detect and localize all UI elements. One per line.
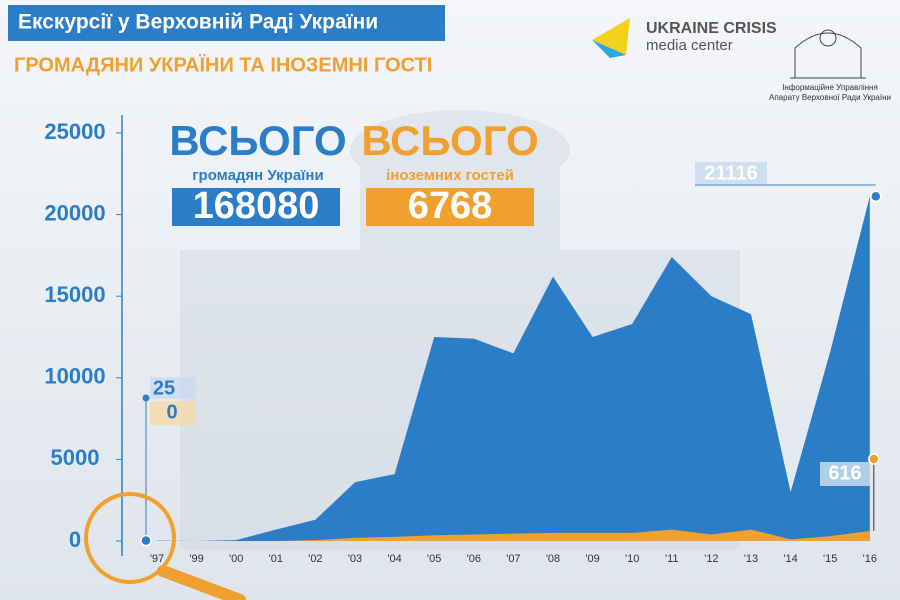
x-tick-label: '05 xyxy=(427,553,441,565)
x-tick-label: '00 xyxy=(229,553,243,565)
x-tick-label: '16 xyxy=(863,553,877,565)
x-tick-label: '03 xyxy=(348,553,362,565)
y-tick-label: 0 xyxy=(69,527,81,552)
label-box xyxy=(820,462,870,486)
ucmc-sub: media center xyxy=(646,37,733,54)
x-tick-label: '04 xyxy=(387,553,401,565)
title-box xyxy=(8,5,445,41)
callout-dot xyxy=(142,394,150,402)
total-value: 6768 xyxy=(408,185,493,227)
x-tick-label: '14 xyxy=(783,553,797,565)
chart-title: Екскурсії у Верховній Раді України xyxy=(18,11,378,34)
x-tick-label: '99 xyxy=(189,553,203,565)
x-tick-label: '10 xyxy=(625,553,639,565)
x-tick-label: '97 xyxy=(150,553,164,565)
area xyxy=(157,529,870,541)
value-label: 616 xyxy=(828,462,861,484)
total-label: ВСЬОГО xyxy=(361,117,538,164)
x-tick-label: '12 xyxy=(704,553,718,565)
ucmc-logo-blue xyxy=(592,40,626,58)
x-tick-label: '02 xyxy=(308,553,322,565)
y-tick-label: 5000 xyxy=(51,445,100,470)
label-box xyxy=(150,377,196,399)
x-tick-label: '15 xyxy=(823,553,837,565)
point xyxy=(140,534,152,547)
area xyxy=(157,196,870,541)
y-tick-label: 20000 xyxy=(44,200,105,225)
label-box xyxy=(695,162,767,184)
x-tick-label: '07 xyxy=(506,553,520,565)
x-tick-label: '06 xyxy=(467,553,481,565)
y-tick-label: 15000 xyxy=(44,282,105,307)
rada-line1: Інформаційне Управління xyxy=(782,83,878,92)
point xyxy=(870,190,882,203)
value-label: 21116 xyxy=(704,162,757,184)
y-tick-label: 25000 xyxy=(44,119,105,144)
total-sublabel: іноземних гостей xyxy=(386,167,514,184)
plot: 0 5000 10000 15000 20000 25000 '97 '99 '00 '01 '02… xyxy=(44,119,882,565)
x-tick-label: '11 xyxy=(665,553,679,565)
callout-dot xyxy=(868,453,880,465)
magnifier xyxy=(84,492,176,584)
rada-logo xyxy=(790,29,866,79)
value-label: 25 xyxy=(153,377,175,399)
ucmc-logo-yellow xyxy=(592,18,630,55)
x-tick-label: '08 xyxy=(546,553,560,565)
chart-subtitle: ГРОМАДЯНИ УКРАЇНИ ТА ІНОЗЕМНІ ГОСТІ xyxy=(14,53,432,76)
value-label: 0 xyxy=(166,401,177,423)
label-box xyxy=(150,401,196,425)
total-box xyxy=(366,188,534,226)
x-tick-label: '09 xyxy=(585,553,599,565)
rada-line2: Апарату Верховної Ради України xyxy=(769,93,891,102)
total-sublabel: громадян України xyxy=(192,167,323,184)
magnifier-handle xyxy=(157,565,246,600)
x-tick-label: '01 xyxy=(269,553,283,565)
total-label: ВСЬОГО xyxy=(169,117,346,164)
total-box xyxy=(172,188,340,226)
x-tick-label: '13 xyxy=(744,553,758,565)
ucmc-name: UKRAINE CRISIS xyxy=(646,20,777,37)
total-value: 168080 xyxy=(193,185,320,227)
y-tick-label: 10000 xyxy=(44,364,105,389)
